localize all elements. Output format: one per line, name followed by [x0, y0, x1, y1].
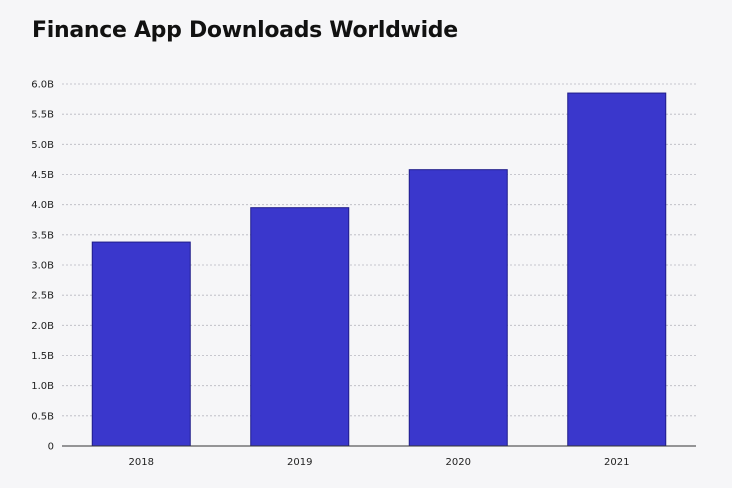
x-tick-label: 2018 [129, 457, 154, 468]
y-tick-label: 1.0B [31, 381, 54, 392]
chart-title: Finance App Downloads Worldwide [32, 18, 458, 43]
y-tick-label: 3.0B [31, 261, 54, 272]
y-tick-label: 5.0B [31, 140, 54, 151]
x-tick-label: 2021 [604, 457, 629, 468]
y-tick-label: 0.5B [31, 411, 54, 422]
y-tick-label: 4.5B [31, 170, 54, 181]
y-tick-label: 4.0B [31, 200, 54, 211]
x-tick-label: 2020 [446, 457, 471, 468]
y-tick-label: 6.0B [31, 80, 54, 91]
y-tick-label: 5.5B [31, 110, 54, 121]
bar-2018 [91, 241, 191, 447]
y-tick-label: 0 [48, 442, 54, 453]
y-tick-label: 2.0B [31, 321, 54, 332]
y-tick-label: 1.5B [31, 351, 54, 362]
bar-2021 [567, 92, 667, 447]
y-tick-label: 3.5B [31, 230, 54, 241]
bar-2020 [408, 169, 508, 447]
y-tick-label: 2.5B [31, 291, 54, 302]
x-tick-label: 2019 [287, 457, 312, 468]
bar-2019 [250, 207, 350, 447]
